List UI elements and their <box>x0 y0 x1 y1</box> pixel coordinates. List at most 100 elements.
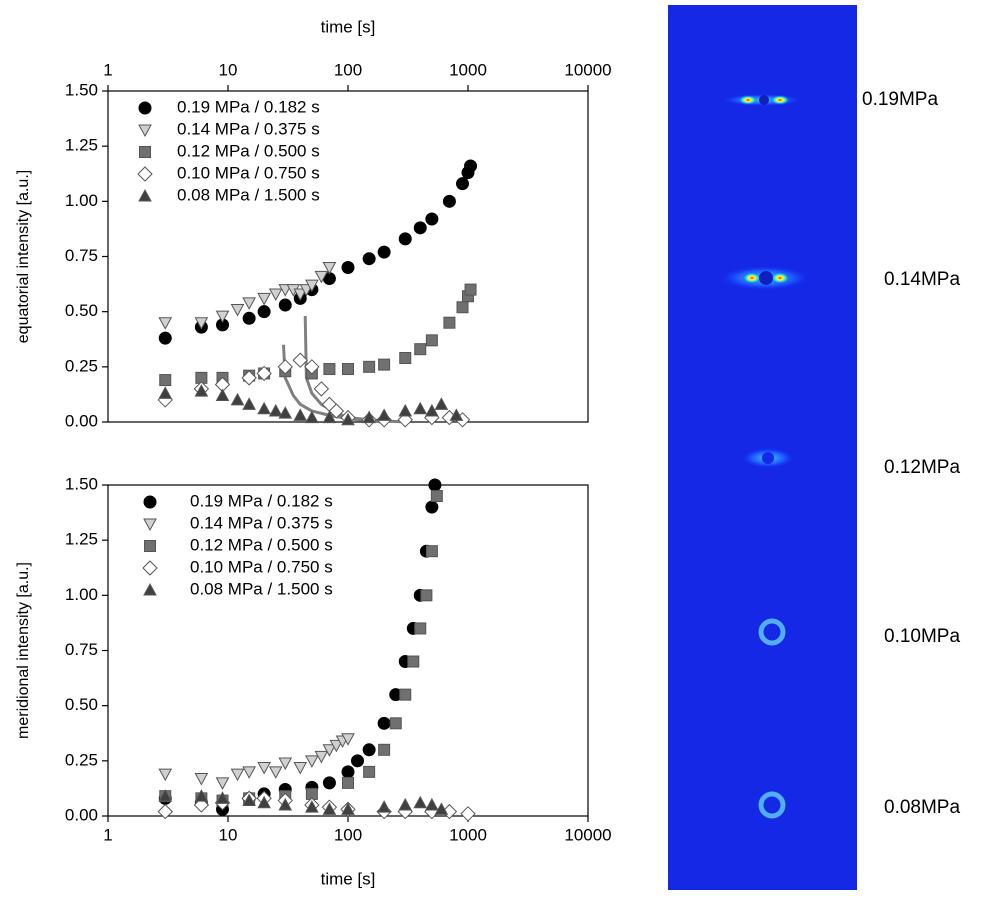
point <box>464 159 478 173</box>
point <box>194 384 209 397</box>
point <box>425 334 438 347</box>
legend-marker <box>143 518 157 532</box>
point <box>230 392 245 406</box>
pattern <box>759 271 773 285</box>
point <box>341 802 355 815</box>
legend-marker <box>143 495 157 509</box>
point <box>449 408 464 421</box>
point <box>425 797 439 811</box>
point <box>293 288 308 302</box>
point <box>157 803 173 820</box>
point <box>456 177 470 191</box>
legend-label: 0.12 MPa / 0.500 s <box>177 141 320 160</box>
legend-label: 0.14 MPa / 0.375 s <box>177 119 320 138</box>
point <box>377 245 391 259</box>
point <box>341 261 355 275</box>
fit-curve <box>303 316 406 424</box>
point <box>322 802 337 815</box>
y-tick-label: 1.25 <box>65 136 98 155</box>
point <box>341 765 355 779</box>
point <box>158 331 172 345</box>
point <box>342 363 354 376</box>
point <box>304 359 320 375</box>
point <box>377 408 391 421</box>
legend-marker <box>137 166 153 182</box>
y-tick-label: 1.00 <box>65 191 98 210</box>
point <box>215 777 230 790</box>
legend-label: 0.10 MPa / 0.750 s <box>190 557 333 576</box>
point <box>305 800 319 813</box>
point <box>158 317 173 330</box>
point <box>242 766 256 779</box>
image-label: 0.12MPa <box>884 457 960 478</box>
y-tick-label: 0.75 <box>65 640 98 659</box>
point <box>278 757 293 771</box>
point <box>363 360 376 373</box>
pattern <box>742 272 762 284</box>
legend-label: 0.19 MPa / 0.182 s <box>190 491 333 510</box>
legend-marker <box>138 188 152 202</box>
point <box>362 252 376 266</box>
legend-marker <box>139 146 151 158</box>
point <box>230 768 245 782</box>
legend-marker <box>143 582 157 596</box>
image-label: 0.08MPa <box>884 797 960 818</box>
y-tick-label: 0.25 <box>65 750 98 769</box>
point <box>362 410 376 424</box>
point <box>464 283 477 296</box>
point <box>159 374 172 387</box>
y-tick-label: 1.50 <box>65 80 98 99</box>
y-tick-label: 0.00 <box>65 411 98 430</box>
point <box>414 622 427 635</box>
point <box>268 288 283 302</box>
point <box>342 776 354 789</box>
point <box>278 298 292 312</box>
point <box>257 795 271 809</box>
point <box>389 717 402 730</box>
x-tick-label: 10000 <box>564 825 611 844</box>
image-label: 0.10MPa <box>884 626 960 647</box>
x-tick-label: 10 <box>219 825 238 844</box>
point <box>430 490 443 503</box>
point <box>414 343 427 356</box>
point <box>442 194 456 208</box>
point <box>329 739 344 753</box>
pattern <box>762 452 774 464</box>
point <box>443 316 456 329</box>
point <box>242 397 256 410</box>
point <box>313 381 330 397</box>
x-tick-label: 10000 <box>564 60 611 79</box>
point <box>398 232 412 246</box>
legend-label: 0.08 MPa / 1.500 s <box>177 185 320 204</box>
x-tick-label: 100 <box>334 60 362 79</box>
point <box>399 352 412 365</box>
point <box>278 406 293 419</box>
pattern <box>770 272 790 284</box>
point <box>328 403 345 419</box>
x-tick-label: 100 <box>334 825 362 844</box>
point <box>257 305 271 319</box>
point <box>230 303 245 317</box>
point <box>341 733 355 746</box>
point <box>194 772 209 786</box>
image-label: 0.19MPa <box>862 89 938 110</box>
point <box>215 791 230 804</box>
point <box>341 412 355 426</box>
y-tick-label: 0.50 <box>65 695 98 714</box>
point <box>434 802 449 815</box>
point <box>323 363 336 376</box>
point <box>378 358 391 371</box>
point <box>242 311 256 325</box>
point <box>413 795 428 809</box>
legend-label: 0.10 MPa / 0.750 s <box>177 163 320 182</box>
x-tick-label: 10 <box>219 60 238 79</box>
y-tick-label: 0.25 <box>65 356 98 375</box>
point <box>363 765 376 778</box>
point <box>322 262 337 275</box>
y-axis-label: meridional intensity [a.u.] <box>15 562 32 739</box>
point <box>256 365 272 382</box>
legend-label: 0.12 MPa / 0.500 s <box>190 535 333 554</box>
point <box>194 789 209 802</box>
point <box>378 743 391 756</box>
legend-label: 0.19 MPa / 0.182 s <box>177 97 320 116</box>
